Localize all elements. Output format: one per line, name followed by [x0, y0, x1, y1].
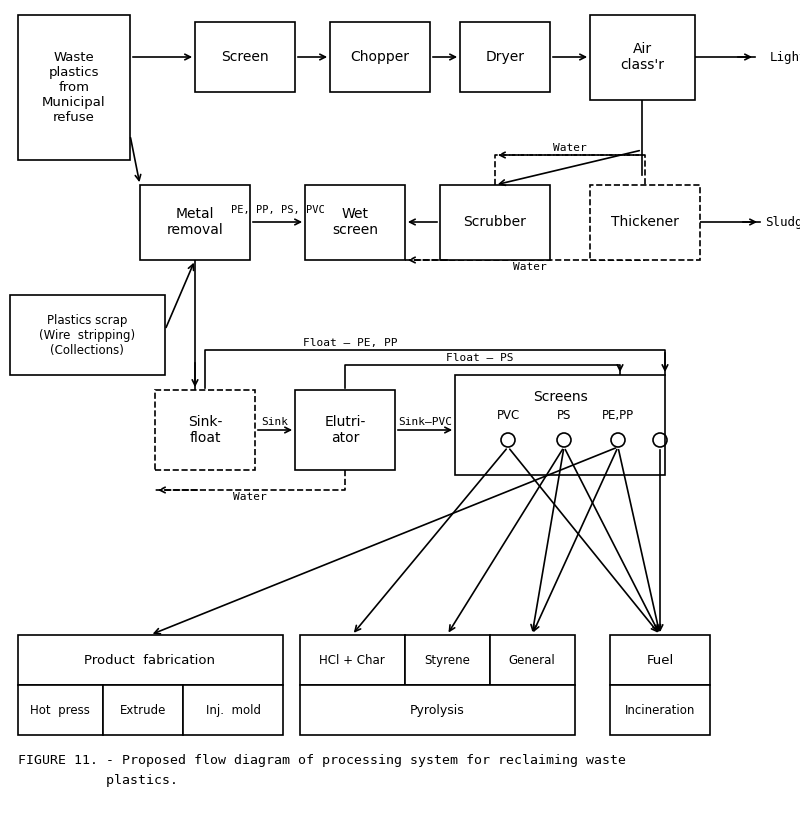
Text: Chopper: Chopper	[350, 50, 410, 64]
Text: Screen: Screen	[221, 50, 269, 64]
Bar	[195, 22, 295, 92]
Text: Hot  press: Hot press	[30, 704, 90, 717]
Bar	[18, 635, 283, 685]
Bar	[610, 635, 710, 685]
Text: Elutri-
ator: Elutri- ator	[324, 415, 366, 445]
Bar	[405, 635, 490, 685]
Text: plastics.: plastics.	[18, 773, 178, 787]
Bar	[183, 685, 283, 735]
Bar	[10, 295, 165, 375]
Text: Sludge: Sludge	[765, 215, 800, 228]
Text: PE, PP, PS, PVC: PE, PP, PS, PVC	[231, 205, 325, 215]
Text: Dryer: Dryer	[486, 50, 525, 64]
Text: Water: Water	[553, 143, 587, 153]
Text: Product  fabrication: Product fabrication	[85, 654, 215, 667]
Text: General: General	[509, 654, 555, 667]
Text: Inj.  mold: Inj. mold	[206, 704, 261, 717]
Text: HCl + Char: HCl + Char	[319, 654, 385, 667]
Text: Extrude: Extrude	[120, 704, 166, 717]
Text: Plastics scrap
(Wire  stripping)
(Collections): Plastics scrap (Wire stripping) (Collect…	[39, 314, 135, 356]
Bar	[18, 15, 130, 160]
Text: Fuel: Fuel	[646, 654, 674, 667]
Text: Sink: Sink	[262, 417, 289, 427]
Text: Sink-
float: Sink- float	[188, 415, 222, 445]
Bar	[440, 185, 550, 260]
Bar	[490, 635, 575, 685]
Bar	[300, 685, 575, 735]
Text: Thickener: Thickener	[611, 215, 679, 229]
Bar	[590, 185, 700, 260]
Bar	[455, 375, 665, 475]
Bar	[590, 15, 695, 100]
Text: Float – PS: Float – PS	[446, 353, 514, 363]
Bar	[295, 390, 395, 470]
Bar	[103, 685, 183, 735]
Text: Pyrolysis: Pyrolysis	[410, 704, 464, 717]
Text: Screens: Screens	[533, 390, 587, 404]
Bar	[305, 185, 405, 260]
Text: FIGURE 11. - Proposed flow diagram of processing system for reclaiming waste: FIGURE 11. - Proposed flow diagram of pr…	[18, 754, 626, 767]
Text: Float – PE, PP: Float – PE, PP	[302, 338, 398, 348]
Text: Styrene: Styrene	[424, 654, 470, 667]
Text: Waste
plastics
from
Municipal
refuse: Waste plastics from Municipal refuse	[42, 51, 106, 123]
Text: Metal
removal: Metal removal	[166, 207, 223, 237]
Text: Scrubber: Scrubber	[463, 215, 526, 229]
Text: PS: PS	[557, 409, 571, 421]
Bar	[300, 635, 405, 685]
Bar	[155, 390, 255, 470]
Text: Incineration: Incineration	[625, 704, 695, 717]
Bar	[330, 22, 430, 92]
Text: Air
class'r: Air class'r	[620, 42, 664, 72]
Text: Sink–PVC: Sink–PVC	[398, 417, 452, 427]
Bar	[140, 185, 250, 260]
Text: Wet
screen: Wet screen	[332, 207, 378, 237]
Text: PE,PP: PE,PP	[602, 409, 634, 421]
Text: Light: Light	[770, 51, 800, 63]
Bar	[610, 685, 710, 735]
Bar	[18, 685, 103, 735]
Text: Water: Water	[233, 492, 267, 502]
Text: PVC: PVC	[496, 409, 520, 421]
Text: Water: Water	[513, 262, 547, 272]
Bar	[460, 22, 550, 92]
